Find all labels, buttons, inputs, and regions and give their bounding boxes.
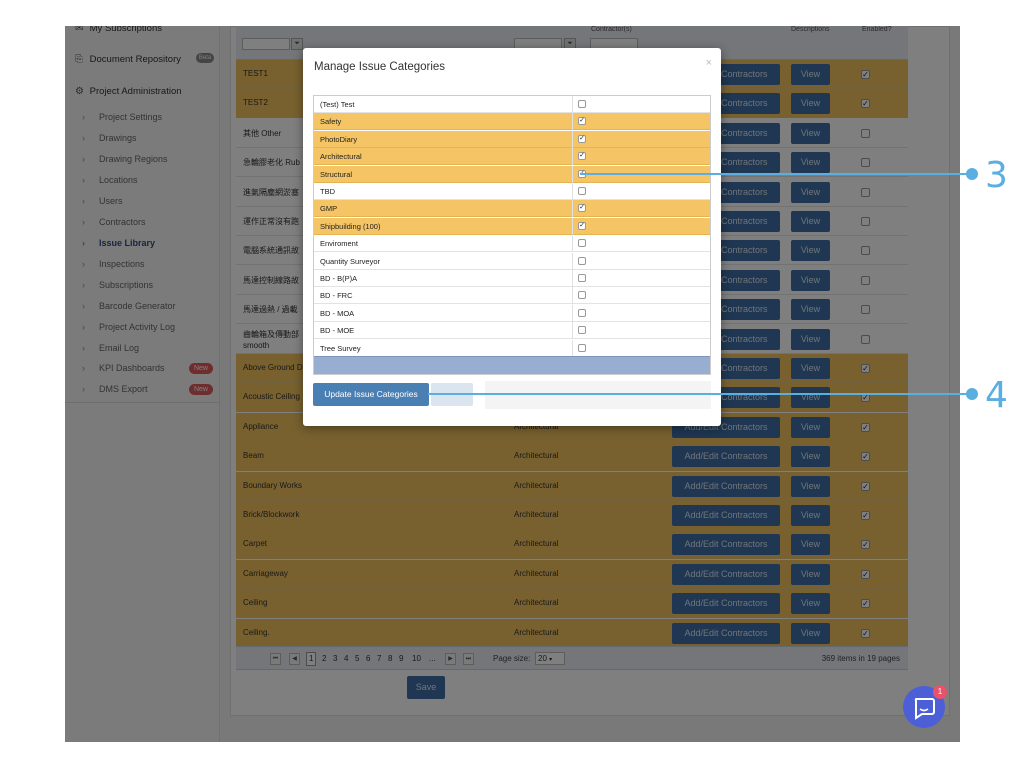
- dialog-title: Manage Issue Categories: [314, 61, 446, 73]
- category-label: TBD: [320, 187, 335, 196]
- category-checkbox[interactable]: [578, 343, 586, 352]
- category-checkbox[interactable]: ✓: [578, 152, 586, 161]
- category-label: Enviroment: [320, 239, 358, 249]
- category-label: PhotoDiary: [320, 134, 358, 144]
- callout-number-4: 4: [985, 375, 1008, 416]
- category-row: BD - MOA: [314, 304, 710, 322]
- category-label: BD - FRC: [320, 291, 353, 301]
- category-row: Safety ✓: [314, 113, 710, 131]
- update-issue-categories-button[interactable]: Update Issue Categories: [313, 383, 429, 406]
- close-icon[interactable]: ×: [705, 57, 712, 69]
- column-separator: [572, 113, 573, 131]
- category-row: Shipbuilding (100) ✓: [314, 217, 710, 235]
- chat-unread-badge: 1: [933, 685, 947, 699]
- column-separator: [572, 322, 573, 340]
- category-label: (Test) Test: [320, 100, 355, 109]
- category-label: Safety: [320, 117, 342, 127]
- category-checkbox[interactable]: [578, 326, 586, 335]
- category-label: BD - MOE: [320, 326, 355, 336]
- callout-dot-4: [966, 388, 978, 400]
- category-label: Tree Survey: [320, 343, 361, 353]
- column-separator: [572, 287, 573, 305]
- column-separator: [572, 148, 573, 166]
- dialog-footer-strip: [485, 381, 711, 409]
- category-row: GMP ✓: [314, 200, 710, 218]
- category-checkbox[interactable]: ✓: [578, 117, 586, 126]
- category-label: BD - B(P)A: [320, 274, 358, 283]
- category-label: Quantity Surveyor: [320, 256, 381, 266]
- category-label: GMP: [320, 204, 338, 214]
- category-row: Architectural ✓: [314, 148, 710, 166]
- category-label: Architectural: [320, 152, 362, 162]
- category-checkbox[interactable]: [578, 291, 586, 300]
- category-row: (Test) Test: [314, 96, 710, 113]
- category-row: BD - FRC: [314, 287, 710, 305]
- category-checkbox[interactable]: ✓: [578, 221, 586, 230]
- column-separator: [572, 339, 573, 357]
- category-checkbox[interactable]: ✓: [578, 204, 586, 213]
- callout-line-4: [428, 393, 974, 395]
- column-separator: [572, 252, 573, 270]
- column-separator: [572, 96, 573, 113]
- column-separator: [572, 183, 573, 200]
- category-row: PhotoDiary ✓: [314, 130, 710, 148]
- category-row: BD - B(P)A: [314, 270, 710, 287]
- category-label: Structural: [320, 169, 353, 179]
- category-checkbox[interactable]: [578, 274, 586, 282]
- category-checkbox[interactable]: [578, 187, 586, 195]
- category-checkbox[interactable]: [578, 256, 586, 265]
- column-separator: [572, 304, 573, 322]
- column-separator: [572, 235, 573, 253]
- category-row: TBD: [314, 183, 710, 200]
- manage-issue-categories-dialog: Manage Issue Categories × (Test) Test Saf…: [303, 48, 721, 426]
- list-footer-bar: [314, 356, 710, 374]
- category-checkbox[interactable]: [578, 239, 586, 248]
- callout-line-3: [580, 173, 974, 175]
- column-separator: [572, 270, 573, 287]
- column-separator: [572, 217, 573, 235]
- category-checkbox[interactable]: [578, 100, 586, 108]
- callout-number-3: 3: [985, 155, 1008, 196]
- category-checkbox[interactable]: [578, 308, 586, 317]
- category-checkbox[interactable]: ✓: [578, 134, 586, 143]
- column-separator: [572, 200, 573, 218]
- app-screenshot: ✉ My Subscriptions ⎘ Document Repository…: [65, 26, 960, 742]
- category-row: BD - MOE: [314, 322, 710, 340]
- column-separator: [572, 165, 573, 183]
- category-row: Enviroment: [314, 235, 710, 253]
- category-label: Shipbuilding (100): [320, 221, 381, 231]
- column-separator: [572, 130, 573, 148]
- category-label: BD - MOA: [320, 308, 355, 318]
- callout-dot-3: [966, 168, 978, 180]
- chat-icon: [914, 698, 935, 720]
- category-row: Quantity Surveyor: [314, 252, 710, 270]
- category-list: (Test) Test Safety ✓ PhotoDiary ✓ Architectur…: [313, 95, 711, 375]
- category-row: Tree Survey: [314, 339, 710, 357]
